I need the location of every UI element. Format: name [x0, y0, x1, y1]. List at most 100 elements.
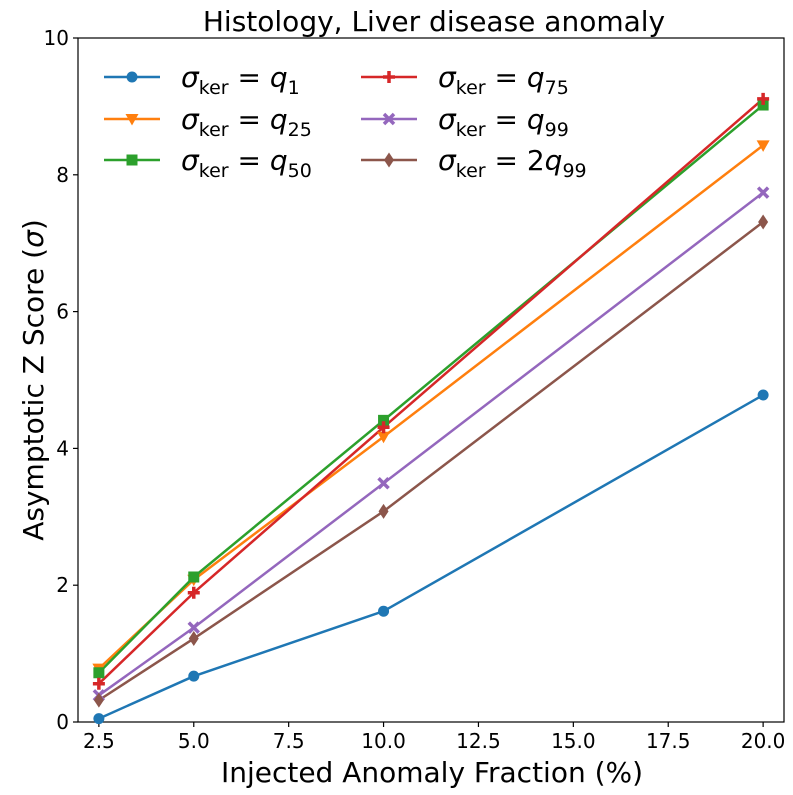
x-axis-label: Injected Anomaly Fraction (%): [221, 756, 643, 789]
series-line-5: [98, 191, 764, 697]
y-tick-label: 2: [56, 573, 69, 597]
data-point-series-5: [377, 477, 390, 490]
legend-eq: =: [486, 103, 527, 136]
series-line-1: [98, 393, 764, 720]
data-point-series-6: [188, 631, 199, 647]
legend-marker: [126, 71, 138, 83]
legend-label: σker = 2q99: [438, 144, 587, 182]
legend-q: q: [270, 144, 288, 177]
y-axis-label: Asymptotic Z Score (σ): [17, 219, 50, 541]
legend-q: q: [270, 61, 288, 94]
y-tick-label: 6: [56, 300, 69, 324]
x-tick-label: 20.0: [741, 729, 786, 753]
legend-sub: 1: [288, 77, 300, 99]
legend-sigma: σ: [181, 144, 200, 177]
legend-sub: 50: [288, 160, 312, 182]
data-point-series-6: [758, 214, 769, 230]
data-point-series-4: [757, 92, 770, 105]
x-tick-label: 10.0: [361, 729, 406, 753]
data-point-series-2: [377, 431, 391, 444]
legend-item-3: σker = q50: [104, 144, 312, 182]
legend-sigma: σ: [438, 103, 457, 136]
data-point-series-1: [378, 605, 390, 617]
y-axis: 0 2 4 6 8 10: [44, 26, 78, 734]
x-tick-label: 12.5: [456, 729, 501, 753]
data-point-series-1: [93, 713, 105, 725]
legend-eq: =: [229, 61, 270, 94]
legend-label: σker = q99: [438, 103, 569, 141]
series-markers: [92, 92, 770, 725]
legend-ker: ker: [456, 119, 486, 141]
y-tick-label: 10: [44, 26, 69, 50]
legend-ker: ker: [456, 77, 486, 99]
legend-eq: =: [486, 61, 527, 94]
y-axis-label-symbol: σ: [17, 229, 50, 248]
y-axis-label-text: Asymptotic Z Score (: [17, 248, 50, 541]
series-line-6: [98, 221, 764, 702]
data-point-series-4: [92, 677, 105, 690]
legend-marker: [125, 114, 139, 126]
legend-eq: =: [229, 103, 270, 136]
legend-eq: =: [229, 144, 270, 177]
data-point-series-4: [187, 586, 200, 599]
data-point-series-1: [757, 389, 769, 401]
legend-marker: [382, 112, 396, 126]
y-axis-label-close: ): [17, 219, 50, 230]
legend-sigma: σ: [438, 61, 457, 94]
legend-sub: 75: [545, 77, 569, 99]
data-point-series-6: [93, 692, 104, 708]
legend-item-6: σker = 2q99: [361, 144, 587, 182]
legend-ker: ker: [199, 77, 229, 99]
legend-marker: [384, 152, 394, 168]
data-point-series-4: [377, 421, 390, 434]
legend-marker: [126, 154, 138, 166]
legend-q: q: [270, 103, 288, 136]
legend-sigma: σ: [438, 144, 457, 177]
legend-sub: 99: [545, 119, 569, 141]
legend-label: σker = q1: [181, 61, 300, 99]
legend-label: σker = q75: [438, 61, 569, 99]
legend-sub: 99: [562, 160, 586, 182]
x-tick-label: 5.0: [178, 729, 210, 753]
legend-item-2: σker = q25: [104, 103, 312, 141]
legend-q: q: [527, 61, 545, 94]
legend-label: σker = q25: [181, 103, 312, 141]
chart-title: Histology, Liver disease anomaly: [203, 5, 665, 38]
legend-label: σker = q50: [181, 144, 312, 182]
y-tick-label: 0: [56, 710, 69, 734]
legend-ker: ker: [199, 160, 229, 182]
data-point-series-1: [188, 670, 200, 682]
legend-ker: ker: [456, 160, 486, 182]
data-point-series-3: [378, 414, 390, 426]
x-tick-label: 17.5: [646, 729, 691, 753]
data-point-series-3: [93, 667, 105, 679]
legend-ker: ker: [199, 119, 229, 141]
x-tick-label: 2.5: [83, 729, 115, 753]
legend-sigma: σ: [181, 61, 200, 94]
data-point-series-3: [757, 99, 769, 111]
x-axis: 2.5 5.0 7.5 10.0 12.5 15.0 17.5 20.0: [83, 722, 785, 753]
y-tick-label: 8: [56, 163, 69, 187]
series-lines: [97, 97, 764, 720]
legend-eq: =: [486, 144, 527, 177]
data-point-series-5: [187, 621, 201, 634]
legend-sigma: σ: [181, 103, 200, 136]
legend-sub: 25: [288, 119, 312, 141]
data-point-series-2: [756, 140, 770, 152]
data-point-series-3: [188, 571, 200, 583]
legend-q: q: [545, 144, 563, 177]
legend-marker: [383, 71, 395, 83]
y-tick-label: 4: [56, 436, 69, 460]
series-line-4: [98, 97, 764, 685]
data-point-series-5: [756, 186, 770, 199]
legend-item-1: σker = q1: [104, 61, 300, 99]
legend-item-4: σker = q75: [361, 61, 569, 99]
legend-item-5: σker = q99: [361, 103, 569, 141]
legend-coef: 2: [527, 144, 545, 177]
data-point-series-6: [378, 503, 389, 519]
plot-area-frame: [77, 37, 785, 723]
x-tick-label: 15.0: [551, 729, 596, 753]
x-tick-label: 7.5: [273, 729, 305, 753]
